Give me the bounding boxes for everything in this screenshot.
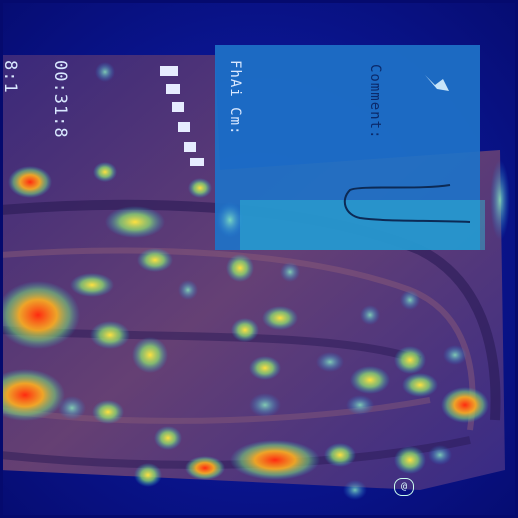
info-text: 8:1 xyxy=(0,60,20,94)
marker-icon: @ xyxy=(394,478,414,496)
indicator-bars xyxy=(160,66,204,166)
attention-heatmap xyxy=(0,62,510,500)
timestamp-text: 00:31:8 xyxy=(50,60,70,139)
comment-box xyxy=(215,45,480,250)
settings-text: FhAi Cm: xyxy=(227,60,243,136)
corner-logo xyxy=(425,75,449,91)
handwritten-stroke xyxy=(343,184,471,223)
comment-label: Comment: xyxy=(367,64,383,140)
